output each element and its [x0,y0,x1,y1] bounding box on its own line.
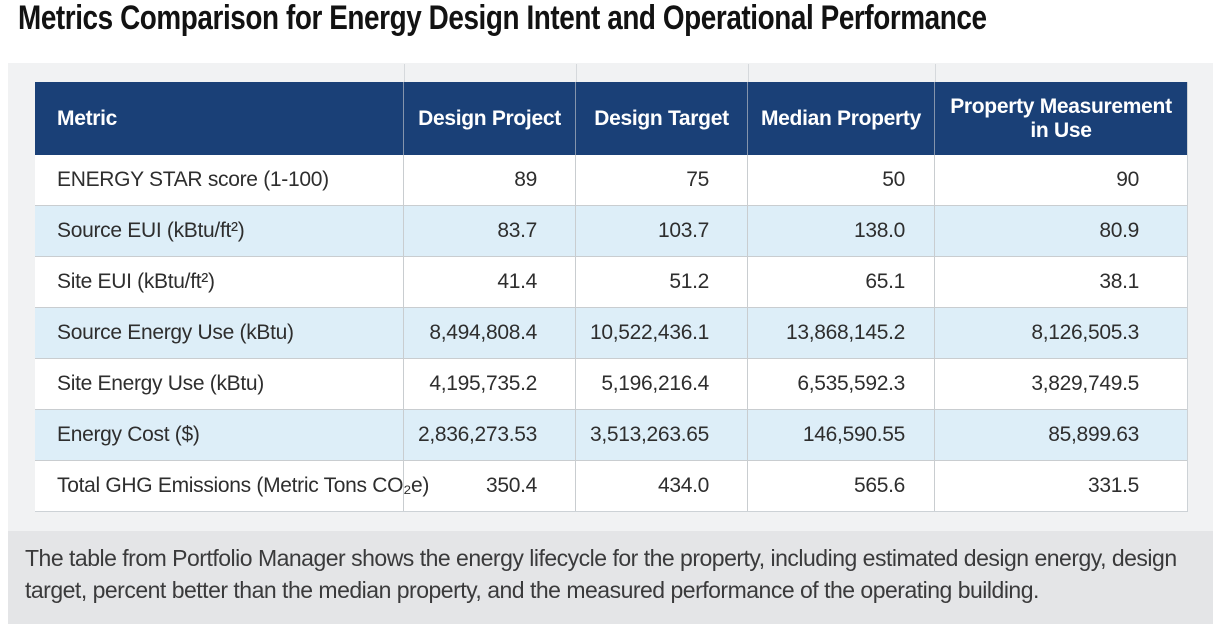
column-guide-line [576,64,577,82]
table-row: Site EUI (kBtu/ft²) 41.4 51.2 65.1 38.1 [35,256,1187,307]
column-header-metric: Metric [35,82,404,155]
column-guide-line [748,64,749,82]
table-body: ENERGY STAR score (1-100) 89 75 50 90 So… [35,155,1187,511]
column-header-property-measurement-in-use: Property Measurement in Use [950,94,1172,142]
table-header-row: Metric Design Project Design Target Medi… [35,82,1187,155]
metrics-comparison-table: Metric Design Project Design Target Medi… [35,82,1188,512]
table-row: Site Energy Use (kBtu) 4,195,735.2 5,196… [35,358,1187,409]
metric-label: Source EUI (kBtu/ft²) [35,206,404,256]
metric-label: Site Energy Use (kBtu) [35,359,404,409]
page-title: Metrics Comparison for Energy Design Int… [18,0,987,37]
value-property-measurement: 80.9 [1099,219,1139,242]
value-design-target: 10,522,436.1 [576,308,748,358]
value-design-project: 350.4 [404,461,576,511]
value-design-target: 3,513,263.65 [576,410,748,460]
value-design-project: 41.4 [404,257,576,307]
value-design-project: 4,195,735.2 [404,359,576,409]
metric-label: Site EUI (kBtu/ft²) [35,257,404,307]
value-design-target: 51.2 [576,257,748,307]
value-property-measurement: 38.1 [1099,270,1139,293]
column-header-median-property: Median Property [748,82,935,155]
metric-label: Source Energy Use (kBtu) [35,308,404,358]
column-header-design-target: Design Target [576,82,748,155]
table-row: Source EUI (kBtu/ft²) 83.7 103.7 138.0 8… [35,205,1187,256]
value-median-property: 65.1 [748,257,935,307]
table-row: ENERGY STAR score (1-100) 89 75 50 90 [35,155,1187,205]
value-median-property: 6,535,592.3 [748,359,935,409]
metric-label: Total GHG Emissions (Metric Tons CO₂e) [35,461,429,511]
value-design-target: 103.7 [576,206,748,256]
value-design-project: 89 [404,155,576,205]
value-design-project: 8,494,808.4 [404,308,576,358]
value-property-measurement: 90 [1116,168,1139,191]
value-design-target: 434.0 [576,461,748,511]
caption-text: The table from Portfolio Manager shows t… [25,545,1177,603]
caption-box: The table from Portfolio Manager shows t… [8,531,1213,624]
value-median-property: 146,590.55 [748,410,935,460]
table-row: Total GHG Emissions (Metric Tons CO₂e) 3… [35,460,1187,511]
value-median-property: 565.6 [748,461,935,511]
metric-label: ENERGY STAR score (1-100) [35,155,404,205]
value-median-property: 138.0 [748,206,935,256]
value-design-project: 83.7 [404,206,576,256]
value-property-measurement: 85,899.63 [1048,423,1139,446]
metric-label: Energy Cost ($) [35,410,404,460]
table-row: Energy Cost ($) 2,836,273.53 3,513,263.6… [35,409,1187,460]
table-row: Source Energy Use (kBtu) 8,494,808.4 10,… [35,307,1187,358]
column-guide-line [404,64,405,82]
value-design-project: 2,836,273.53 [404,410,576,460]
value-median-property: 13,868,145.2 [748,308,935,358]
value-median-property: 50 [748,155,935,205]
value-property-measurement: 8,126,505.3 [1031,321,1139,344]
column-guide-line [935,64,936,82]
column-header-design-project: Design Project [404,82,576,155]
value-property-measurement: 331.5 [1087,474,1139,497]
value-design-target: 75 [576,155,748,205]
value-property-measurement: 3,829,749.5 [1031,372,1139,395]
value-design-target: 5,196,216.4 [576,359,748,409]
